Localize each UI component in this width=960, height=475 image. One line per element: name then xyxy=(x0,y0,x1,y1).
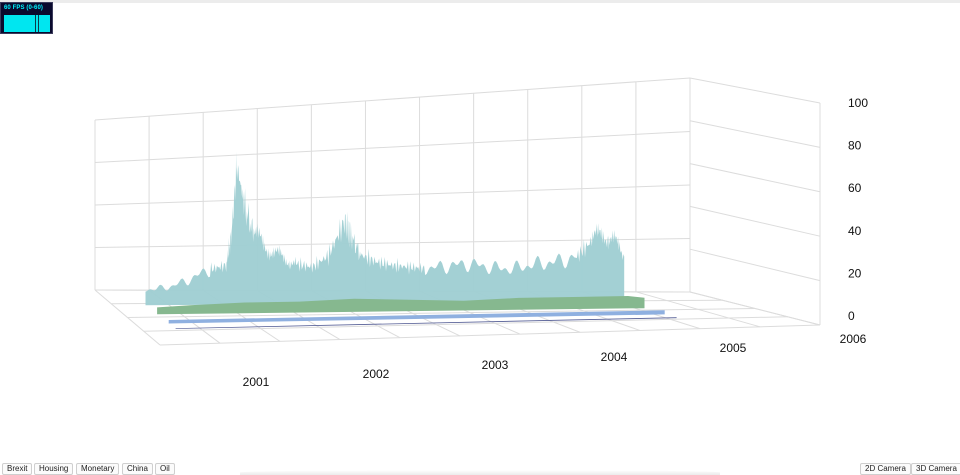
x-tick-label: 2005 xyxy=(720,341,747,355)
x-tick-label: 2004 xyxy=(601,350,628,364)
fps-spike xyxy=(35,15,36,32)
series-back-area xyxy=(145,151,625,306)
y-tick-label: 60 xyxy=(848,181,862,195)
fps-graph xyxy=(4,15,50,32)
china-button[interactable]: China xyxy=(122,463,153,475)
x-tick-label: 2006 xyxy=(840,332,867,346)
y-tick-label: 0 xyxy=(848,309,855,323)
floor-gridline xyxy=(159,324,821,346)
side-wall-gridline xyxy=(689,77,821,104)
x-tick-label: 2002 xyxy=(363,367,390,381)
back-wall-gridline xyxy=(94,184,691,206)
series-front-line xyxy=(175,317,677,329)
housing-button[interactable]: Housing xyxy=(34,463,74,475)
x-tick-label: 2001 xyxy=(243,375,270,389)
floor-gridline xyxy=(127,308,756,318)
series-middle-area xyxy=(157,296,645,315)
fps-meter: 60 FPS (0-60) xyxy=(0,2,53,34)
back-wall-gridline xyxy=(94,77,691,121)
oil-button[interactable]: Oil xyxy=(155,463,175,475)
camera-3d-button[interactable]: 3D Camera xyxy=(911,463,960,475)
side-wall-gridline xyxy=(689,248,821,282)
brexit-button[interactable]: Brexit xyxy=(2,463,33,475)
y-tick-label: 80 xyxy=(848,139,862,153)
y-tick-label: 100 xyxy=(848,96,868,110)
monetary-button[interactable]: Monetary xyxy=(76,463,120,475)
fps-label: 60 FPS (0-60) xyxy=(4,5,43,11)
x-tick-label: 2003 xyxy=(482,358,509,372)
floor-gridline xyxy=(143,316,788,332)
top-border xyxy=(0,0,960,3)
side-wall-gridline xyxy=(689,120,821,148)
y-tick-label: 40 xyxy=(848,224,862,238)
back-wall-gridline xyxy=(94,131,691,163)
y-tick-label: 20 xyxy=(848,266,862,280)
side-wall-gridline xyxy=(689,163,821,193)
fps-spike xyxy=(38,15,39,32)
series-front-band xyxy=(168,310,665,324)
camera-2d-button[interactable]: 2D Camera xyxy=(860,463,911,475)
bottom-shadow xyxy=(240,470,720,475)
side-wall-gridline xyxy=(689,205,821,237)
